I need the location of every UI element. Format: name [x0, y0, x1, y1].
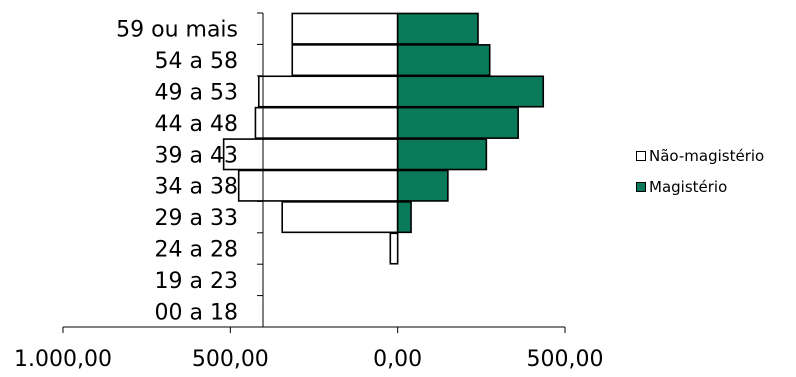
category-label: 44 a 48: [155, 112, 238, 137]
bar-nao-magisterio: [222, 138, 399, 171]
bar-magisterio: [396, 12, 479, 45]
bar-magisterio: [396, 169, 449, 202]
bar-nao-magisterio: [389, 232, 399, 265]
legend-label-nao-magisterio: Não-magistério: [649, 147, 765, 165]
legend-label-magisterio: Magistério: [649, 178, 728, 196]
bar-nao-magisterio: [257, 75, 399, 108]
legend-item-nao-magisterio: Não-magistério: [636, 146, 764, 166]
x-tick-label: 500,00: [192, 347, 269, 372]
legend-swatch-nao-magisterio: [636, 151, 646, 161]
bar-magisterio: [396, 44, 491, 77]
bar-nao-magisterio: [291, 44, 399, 77]
x-tick-label: 1.000,00: [14, 347, 112, 372]
bar-magisterio: [396, 138, 488, 171]
category-label: 19 a 23: [155, 269, 238, 294]
category-label: 29 a 33: [155, 206, 238, 231]
bar-magisterio: [396, 75, 545, 108]
category-label: 59 ou mais: [116, 18, 238, 43]
legend: Não-magistério Magistério: [636, 146, 764, 208]
legend-swatch-magisterio: [636, 182, 646, 192]
bar-magisterio: [396, 201, 412, 234]
bar-nao-magisterio: [254, 106, 399, 139]
bar-magisterio: [396, 106, 519, 139]
bars-group: [222, 12, 545, 265]
x-tick-label: 0,00: [373, 347, 422, 372]
category-label: 24 a 28: [155, 238, 238, 263]
legend-item-magisterio: Magistério: [636, 177, 764, 197]
labels-group: 1.000,00 500,00 0,00 500,00 59 ou mais 54 a 5…: [14, 18, 603, 372]
category-label: 54 a 58: [155, 49, 238, 74]
bar-nao-magisterio: [237, 169, 399, 202]
category-label: 34 a 38: [155, 175, 238, 200]
x-tick-label: 500,00: [527, 347, 604, 372]
axes-group: [62, 12, 566, 333]
category-label: 49 a 53: [155, 81, 238, 106]
category-label: 00 a 18: [155, 300, 238, 325]
category-label: 39 a 43: [155, 143, 238, 168]
bar-nao-magisterio: [291, 12, 399, 45]
bar-nao-magisterio: [281, 201, 399, 234]
